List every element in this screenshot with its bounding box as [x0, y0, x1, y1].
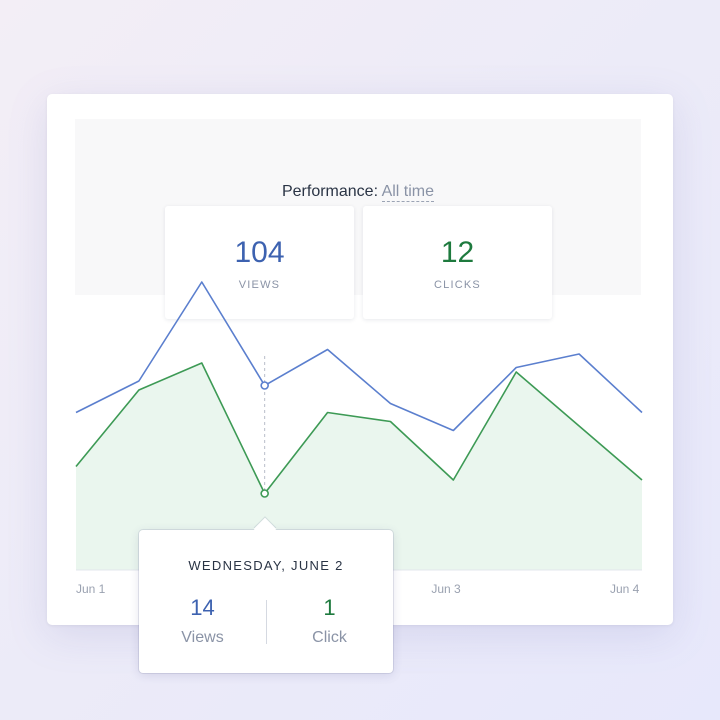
clicks-point	[260, 489, 269, 498]
x-tick-label: Jun 4	[610, 582, 640, 596]
tooltip-date: WEDNESDAY, JUNE 2	[188, 558, 344, 573]
tooltip-views-label: Views	[181, 629, 224, 646]
views-point	[260, 381, 269, 390]
tooltip-views: 14 Views	[139, 595, 266, 647]
performance-chart[interactable]	[47, 94, 673, 625]
views-line	[75, 281, 643, 432]
clicks-area	[76, 363, 642, 570]
performance-title: Performance: All time	[75, 183, 641, 202]
chart-tooltip: WEDNESDAY, JUNE 2 14 Views 1 Click	[139, 517, 393, 673]
clicks-stat-card: 12 CLICKS	[363, 206, 552, 319]
clicks-count: 12	[440, 236, 475, 269]
clicks-label: CLICKS	[434, 279, 481, 291]
performance-card: Performance: All time 104 VIEWS 12 CLICK…	[47, 94, 673, 625]
x-tick-label: Jun 3	[431, 582, 461, 596]
tooltip-clicks-label: Click	[312, 629, 347, 646]
clicks-line	[75, 362, 643, 495]
tooltip-views-value: 14	[190, 595, 215, 620]
tooltip-clicks-value: 1	[323, 595, 336, 620]
x-tick-label: Jun 1	[76, 582, 106, 596]
tooltip-clicks: 1 Click	[266, 595, 393, 647]
tooltip-divider	[266, 600, 267, 644]
views-count: 104	[234, 236, 285, 269]
performance-label: Performance:	[281, 183, 379, 200]
views-label: VIEWS	[238, 279, 281, 291]
views-stat-card: 104 VIEWS	[165, 206, 354, 319]
time-range-dropdown[interactable]: All time	[381, 183, 435, 202]
